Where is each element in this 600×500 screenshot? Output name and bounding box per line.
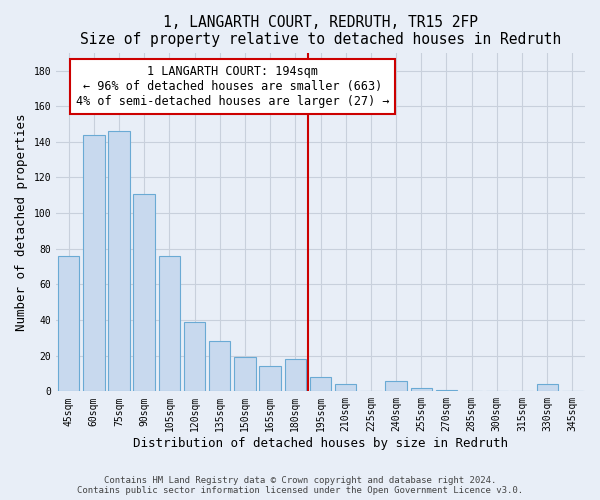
Text: 1 LANGARTH COURT: 194sqm
← 96% of detached houses are smaller (663)
4% of semi-d: 1 LANGARTH COURT: 194sqm ← 96% of detach… (76, 65, 389, 108)
Bar (284, 360, 306, 392)
Y-axis label: Number of detached properties: Number of detached properties (15, 114, 28, 331)
Bar (209, 342, 230, 392)
Bar (58, 256, 79, 392)
Title: 1, LANGARTH COURT, REDRUTH, TR15 2FP
Size of property relative to detached house: 1, LANGARTH COURT, REDRUTH, TR15 2FP Siz… (80, 15, 561, 48)
Bar (234, 358, 256, 392)
Bar (184, 322, 205, 392)
Bar (385, 380, 407, 392)
X-axis label: Distribution of detached houses by size in Redruth: Distribution of detached houses by size … (133, 437, 508, 450)
Bar (335, 384, 356, 392)
Bar (133, 194, 155, 392)
Bar (310, 377, 331, 392)
Bar (436, 390, 457, 392)
Bar (158, 256, 180, 392)
Text: Contains HM Land Registry data © Crown copyright and database right 2024.
Contai: Contains HM Land Registry data © Crown c… (77, 476, 523, 495)
Bar (259, 366, 281, 392)
Bar (83, 134, 104, 392)
Bar (536, 384, 558, 392)
Bar (109, 131, 130, 392)
Bar (410, 388, 432, 392)
